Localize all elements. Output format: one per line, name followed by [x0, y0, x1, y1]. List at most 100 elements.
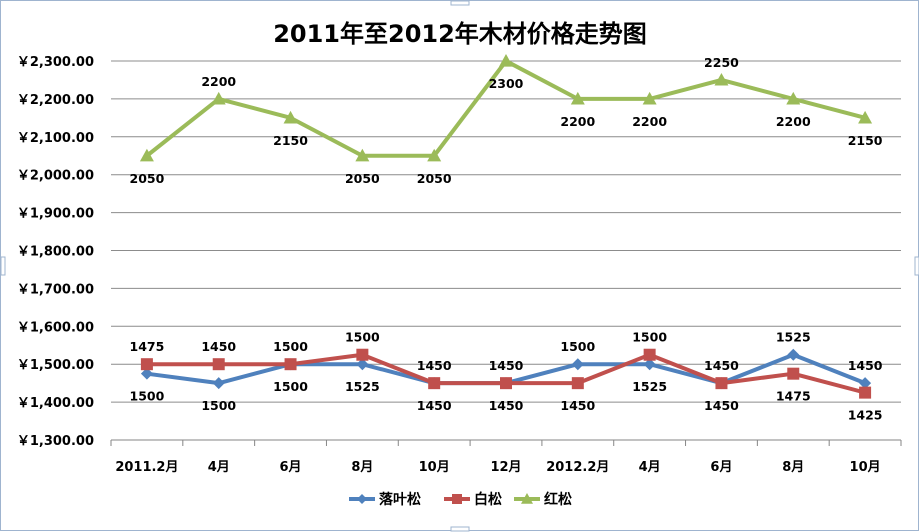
data-label: 1500 [632, 330, 667, 345]
x-axis: 2011.2月 4月 6月 8月 10月 12月 2012.2月 4月 6月 8月 10月 [110, 440, 902, 475]
x-tick-label: 2011.2月 [115, 460, 178, 475]
data-label: 1525 [632, 379, 667, 394]
data-label: 1525 [776, 330, 811, 345]
top-resize-handle[interactable] [450, 1, 470, 6]
x-tick-label: 4月 [639, 460, 661, 475]
data-label: 2150 [273, 133, 308, 148]
series-1-point [787, 367, 800, 380]
data-label: 1450 [848, 358, 883, 373]
x-tick-label: 12月 [490, 460, 521, 475]
data-label: 1500 [273, 379, 308, 394]
series-2-point [283, 110, 298, 124]
data-label: 1450 [704, 358, 739, 373]
data-label: 1450 [417, 358, 452, 373]
x-tick-label: 6月 [280, 460, 302, 475]
data-label: 2300 [489, 76, 524, 91]
legend-label: 白松 [474, 491, 502, 508]
series-0-point [859, 377, 872, 390]
y-tick-label: ￥2,100.00 [17, 131, 94, 146]
data-label: 2200 [776, 114, 811, 129]
series-2-point [499, 54, 513, 67]
series-2-point [858, 110, 873, 124]
series-0-point [212, 377, 225, 390]
series-2-point [642, 91, 657, 105]
data-label: 1500 [130, 389, 165, 404]
data-label: 1500 [345, 330, 380, 345]
series-1-point [428, 377, 441, 390]
x-tick-label: 6月 [710, 460, 732, 475]
y-tick-label: ￥1,500.00 [17, 358, 94, 373]
y-tick-label: ￥1,900.00 [17, 207, 94, 222]
data-label: 1450 [417, 398, 452, 413]
x-tick-label: 8月 [351, 460, 373, 475]
legend-label: 落叶松 [379, 491, 421, 508]
data-label: 2200 [632, 114, 667, 129]
y-tick-label: ￥2,300.00 [17, 55, 94, 70]
y-tick-label: ￥1,800.00 [17, 245, 94, 260]
y-tick-label: ￥2,200.00 [17, 93, 94, 108]
data-labels: 1500 1500 1500 1525 1450 1450 1500 1525 1450 1525… [130, 55, 883, 423]
series-0-point [643, 358, 656, 371]
data-label: 1475 [130, 339, 165, 354]
data-label: 2200 [560, 114, 595, 129]
right-resize-handle[interactable] [914, 256, 919, 276]
chart-title: 2011年至2012年木材价格走势图 [273, 20, 647, 48]
data-label: 1500 [273, 339, 308, 354]
legend-label: 红松 [544, 491, 572, 508]
series-1-point [356, 348, 369, 361]
series-1-point [643, 348, 656, 361]
data-label: 2050 [417, 171, 452, 186]
series-0-point [571, 358, 584, 371]
data-label: 1475 [776, 389, 811, 404]
data-label: 1425 [848, 408, 883, 423]
legend-marker [357, 494, 367, 504]
series-1-point [859, 386, 872, 399]
x-tick-label: 8月 [782, 460, 804, 475]
y-tick-label: ￥1,300.00 [17, 434, 94, 449]
series-1-point [571, 377, 584, 390]
series-2-point [211, 91, 226, 105]
y-axis-tick-labels: ￥1,300.00 ￥1,400.00 ￥1,500.00 ￥1,600.00 ￥1,7… [17, 55, 94, 449]
series-2-point [714, 72, 729, 86]
data-label: 2250 [704, 55, 739, 70]
legend: 落叶松 白松 红松 [349, 491, 572, 508]
data-label: 2200 [201, 74, 236, 89]
series-0-point [140, 367, 153, 380]
legend-marker [521, 493, 533, 504]
series-2-point [570, 91, 585, 105]
bottom-resize-handle[interactable] [450, 526, 470, 532]
y-tick-label: ￥1,600.00 [17, 320, 94, 335]
data-label: 1450 [489, 358, 524, 373]
x-tick-label: 2012.2月 [546, 460, 609, 475]
data-label: 1450 [489, 398, 524, 413]
series-1-point [140, 358, 153, 371]
data-label: 1500 [560, 339, 595, 354]
series-1-point [500, 377, 512, 390]
x-tick-label: 4月 [208, 460, 230, 475]
series-2-point [139, 148, 154, 162]
series-1-point [212, 358, 225, 371]
series-2-point [355, 148, 370, 162]
data-label: 1450 [201, 339, 236, 354]
x-tick-label: 10月 [419, 460, 450, 475]
series-layer [139, 54, 873, 399]
data-label: 2050 [130, 171, 165, 186]
series-0-point [356, 358, 369, 371]
series-2-point [786, 91, 801, 105]
data-label: 1525 [345, 379, 380, 394]
series-2-point [427, 148, 442, 162]
x-tick-label: 10月 [850, 460, 881, 475]
series-0-point [787, 348, 800, 361]
y-tick-label: ￥1,700.00 [17, 282, 94, 297]
data-label: 2150 [848, 133, 883, 148]
data-label: 1450 [560, 398, 595, 413]
y-tick-label: ￥2,000.00 [17, 169, 94, 184]
data-label: 2050 [345, 171, 380, 186]
data-label: 1500 [201, 398, 236, 413]
data-label: 1450 [704, 398, 739, 413]
left-resize-handle[interactable] [1, 256, 6, 276]
series-1-point [715, 377, 728, 390]
legend-marker [452, 494, 462, 504]
